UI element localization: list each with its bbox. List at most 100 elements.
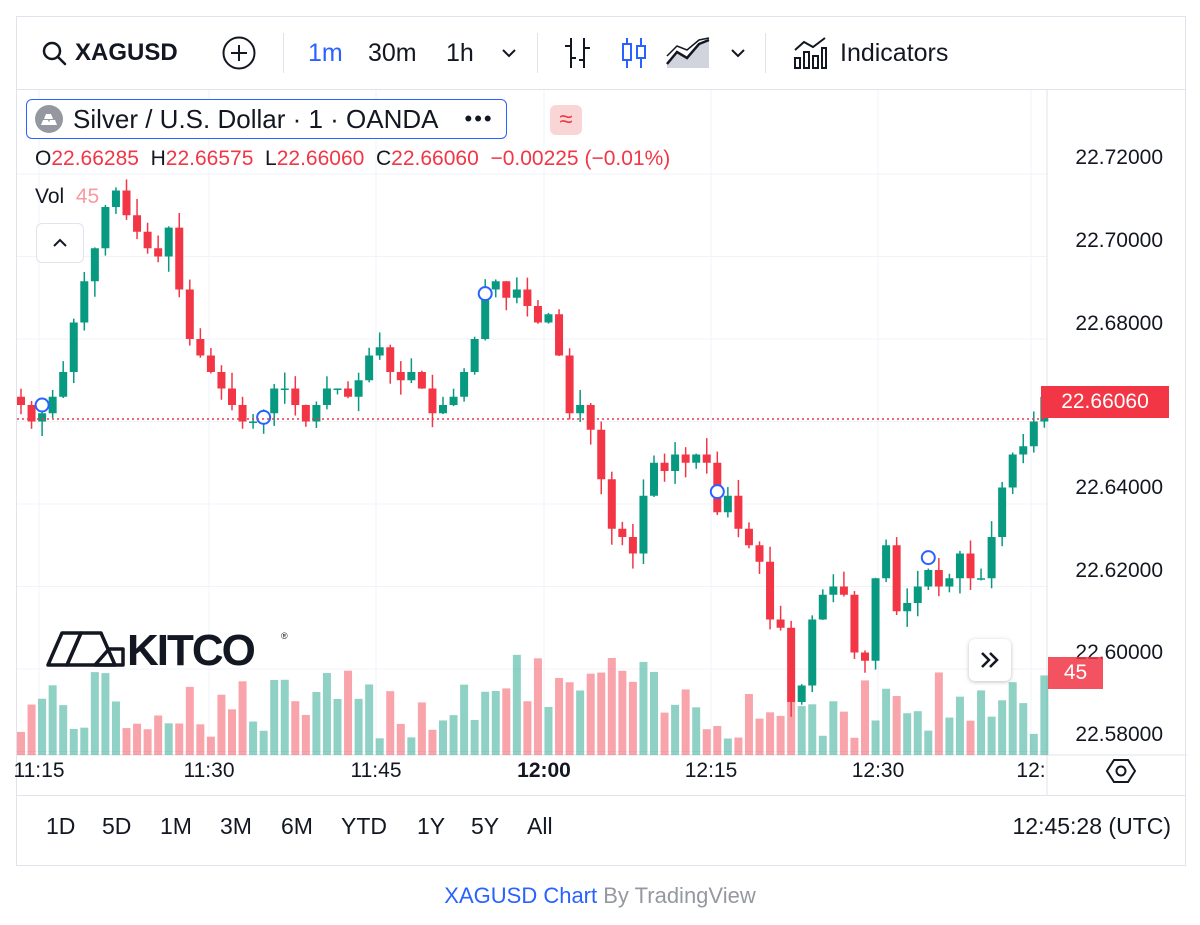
volume-bar xyxy=(681,689,690,755)
range-1d-button[interactable]: 1D xyxy=(46,813,76,839)
volume-bar xyxy=(249,721,258,755)
volume-bar xyxy=(259,730,268,755)
volume-label: Vol xyxy=(35,185,65,208)
volume-bar xyxy=(797,706,806,755)
candle-body xyxy=(861,652,869,661)
candle-body xyxy=(1008,454,1017,488)
volume-bar xyxy=(333,698,342,755)
volume-bar xyxy=(27,704,36,755)
range-1m-button[interactable]: 1M xyxy=(160,813,192,839)
candle-body xyxy=(59,372,68,397)
range-all-button[interactable]: All xyxy=(527,813,553,839)
candle-body xyxy=(206,355,215,372)
volume-bar xyxy=(175,723,184,755)
price-tick: 22.64000 xyxy=(1075,476,1163,499)
candle-body xyxy=(143,231,152,249)
volume-bar xyxy=(481,691,490,755)
volume-bar xyxy=(428,729,437,755)
volume-bar xyxy=(607,657,616,755)
volume-bar xyxy=(354,698,363,755)
volume-bar xyxy=(396,723,405,755)
range-5y-button[interactable]: 5Y xyxy=(471,813,500,839)
volume-bar xyxy=(766,712,775,755)
candle-body xyxy=(839,586,848,595)
attribution-text: By TradingView xyxy=(603,883,756,908)
chart-style-dropdown-button[interactable] xyxy=(730,17,746,89)
event-marker xyxy=(920,550,936,566)
volume-bar xyxy=(597,672,606,755)
open-value: 22.66285 xyxy=(51,147,139,170)
candle-body xyxy=(228,388,236,405)
candle-body xyxy=(428,388,437,414)
symbol-search-button[interactable]: XAGUSD xyxy=(41,17,178,89)
candle-body xyxy=(417,372,426,389)
volume-bar xyxy=(291,701,300,755)
candle-body xyxy=(702,454,711,463)
candle-body xyxy=(249,421,258,423)
ohlc-values: O22.66285 H22.66575 L22.66060 C22.66060 … xyxy=(35,147,670,171)
time-tick: 11:45 xyxy=(350,759,402,782)
candles-style-button[interactable] xyxy=(619,17,649,89)
area-chart-icon xyxy=(666,37,710,68)
low-value: 22.66060 xyxy=(276,147,365,170)
volume-bar xyxy=(280,679,289,755)
volume-value: 45 xyxy=(75,185,100,208)
area-style-button[interactable] xyxy=(665,17,711,89)
bars-style-button[interactable] xyxy=(563,17,593,89)
volume-bar xyxy=(913,711,922,755)
candle-body xyxy=(301,405,310,422)
time-tick: 11:30 xyxy=(183,759,235,782)
collapse-legend-button[interactable] xyxy=(36,223,84,263)
volume-bar xyxy=(90,672,99,755)
volume-bar xyxy=(375,738,384,755)
chevron-up-icon xyxy=(53,238,67,247)
scroll-to-realtime-button[interactable] xyxy=(969,639,1011,681)
candle-body xyxy=(375,347,384,356)
volume-bar xyxy=(217,694,226,755)
compare-button[interactable] xyxy=(221,17,257,89)
candle-body xyxy=(892,545,901,612)
range-6m-button[interactable]: 6M xyxy=(281,813,313,839)
volume-bar xyxy=(1040,675,1049,755)
candle-body xyxy=(966,553,975,579)
interval-1h-button[interactable]: 1h xyxy=(446,17,474,89)
data-status-icon[interactable]: ≈ xyxy=(550,105,582,135)
interval-dropdown-button[interactable] xyxy=(501,17,517,89)
volume-bar xyxy=(660,712,669,755)
interval-1h-label: 1h xyxy=(446,38,474,67)
chevron-down-icon xyxy=(502,49,516,58)
volume-bar xyxy=(460,684,469,755)
price-tick: 22.62000 xyxy=(1075,559,1163,582)
chart-widget: XAGUSD 1m 30m 1h xyxy=(14,16,1187,866)
chart-settings-button[interactable] xyxy=(1105,755,1137,787)
symbol-title[interactable]: Silver / U.S. Dollar · 1 · OANDA ••• xyxy=(26,99,507,139)
event-marker xyxy=(709,484,725,500)
time-tick: 12: xyxy=(1016,759,1046,782)
volume-bar xyxy=(48,685,57,755)
interval-1m-button[interactable]: 1m xyxy=(308,17,343,89)
utc-clock[interactable]: 12:45:28 (UTC) xyxy=(1012,813,1171,839)
volume-bar xyxy=(934,672,943,755)
indicators-button[interactable]: Indicators xyxy=(792,17,948,89)
interval-30m-button[interactable]: 30m xyxy=(368,17,417,89)
range-1y-button[interactable]: 1Y xyxy=(417,813,446,839)
volume-bar xyxy=(639,661,648,755)
volume-bar xyxy=(1029,733,1038,755)
candle-body xyxy=(850,594,859,653)
high-label: H xyxy=(150,147,166,170)
range-5d-button[interactable]: 5D xyxy=(102,813,132,839)
volume-bar xyxy=(755,718,764,755)
kitco-logo: KITCO ® xyxy=(45,623,305,669)
candle-body xyxy=(217,372,226,389)
candle-body xyxy=(533,306,542,323)
price-chart[interactable] xyxy=(17,90,1187,795)
range-ytd-button[interactable]: YTD xyxy=(341,813,387,839)
range-3m-button[interactable]: 3M xyxy=(220,813,252,839)
candle-body xyxy=(871,578,880,661)
candle-body xyxy=(523,289,532,306)
volume-bar xyxy=(702,729,711,755)
candle-body xyxy=(491,281,500,290)
more-options-icon[interactable]: ••• xyxy=(464,106,494,131)
chart-pane[interactable] xyxy=(17,90,1187,795)
chart-link[interactable]: XAGUSD Chart xyxy=(444,883,598,908)
